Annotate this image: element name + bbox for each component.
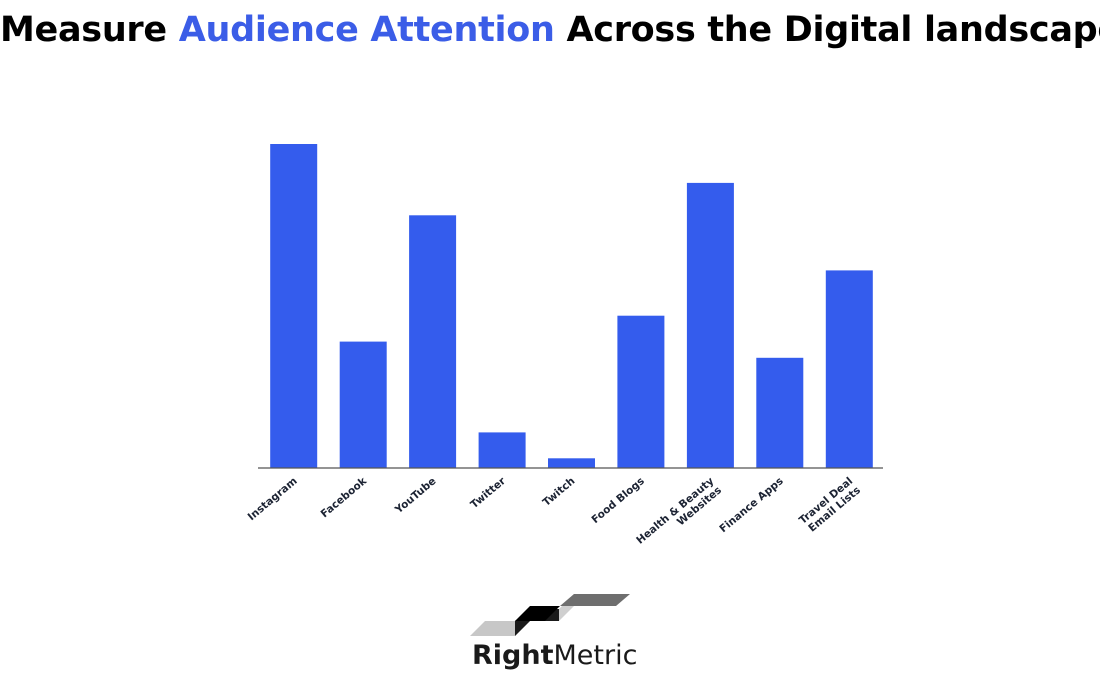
- brand-name-bold: Right: [472, 640, 554, 671]
- rightmetric-logo: RightMetric: [470, 590, 640, 675]
- x-tick-label: Food Blogs: [589, 475, 646, 526]
- bar-health-beauty-websites: [686, 182, 734, 468]
- x-tick-label: Facebook: [319, 474, 370, 520]
- bar-youtube: [409, 215, 457, 468]
- brand-name-light: Metric: [553, 640, 638, 671]
- bar-travel-deal-email-lists: [825, 270, 873, 468]
- bar-twitch: [548, 458, 595, 468]
- x-tick-label: Instagram: [246, 475, 300, 523]
- bar-facebook: [339, 341, 387, 468]
- bar-finance-apps: [756, 357, 804, 468]
- bar-twitter: [478, 432, 526, 468]
- x-tick-label: YouTube: [392, 475, 438, 517]
- bar-food-blogs: [617, 315, 665, 468]
- x-tick-label: Twitter: [468, 475, 508, 511]
- x-tick-label: Travel DealEmail Lists: [797, 475, 863, 536]
- x-tick-label: Twitch: [541, 475, 578, 509]
- headline-highlight: Audience Attention: [178, 10, 555, 50]
- x-tick-label: Health & BeautyWebsites: [634, 475, 724, 556]
- bar-instagram: [270, 144, 318, 468]
- headline-part2: Across the Digital landscape.: [554, 10, 1100, 50]
- x-tick-label: Finance Apps: [717, 475, 785, 535]
- page-title: Measure Audience Attention Across the Di…: [0, 10, 1100, 50]
- headline-part1: Measure: [0, 10, 179, 50]
- brand-name: RightMetric: [472, 640, 637, 671]
- logo-mark-icon: [470, 594, 630, 636]
